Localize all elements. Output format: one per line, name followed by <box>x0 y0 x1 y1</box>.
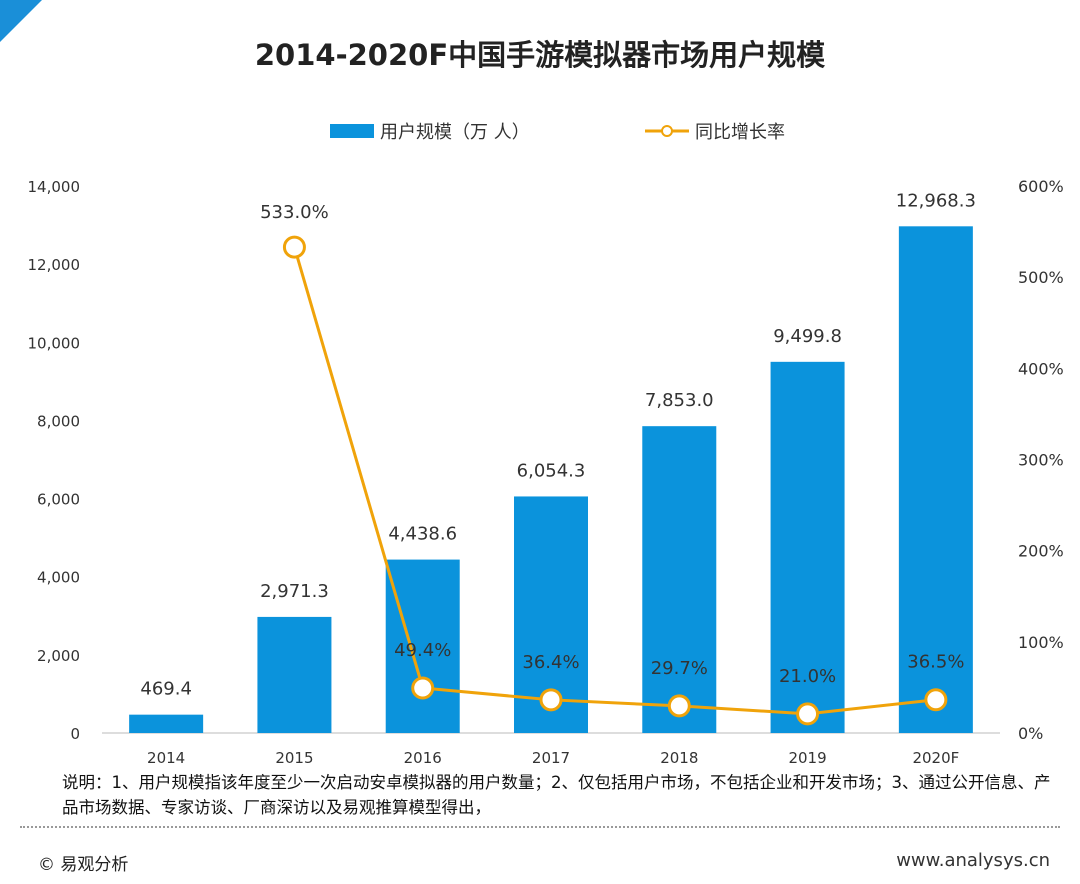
legend-swatch-bar <box>330 124 374 138</box>
y-right-tick: 600% <box>1018 177 1064 196</box>
line-label: 533.0% <box>260 202 329 223</box>
bar <box>385 559 460 733</box>
line-label: 36.4% <box>522 652 579 673</box>
legend-swatch-line <box>645 125 689 137</box>
y-left-tick: 14,000 <box>28 178 81 196</box>
bar-label: 9,499.8 <box>773 326 842 347</box>
y-left-tick: 6,000 <box>37 491 80 509</box>
x-tick: 2014 <box>147 749 185 767</box>
footnote: 说明：1、用户规模指该年度至少一次启动安卓模拟器的用户数量；2、仅包括用户市场，… <box>62 773 1051 817</box>
legend-label-line: 同比增长率 <box>695 122 785 143</box>
y-right-tick: 500% <box>1018 268 1064 287</box>
line-point <box>924 688 948 712</box>
copyright: © 易观分析 <box>38 855 129 875</box>
y-left-tick: 0 <box>70 725 80 743</box>
bar <box>642 426 717 733</box>
line-label: 21.0% <box>779 666 836 687</box>
y-right-tick: 200% <box>1018 542 1064 561</box>
bar-label: 2,971.3 <box>260 581 329 602</box>
y-right-tick: 0% <box>1018 724 1043 743</box>
legend-item-line: 同比增长率 <box>645 118 785 144</box>
website: www.analysys.cn <box>896 850 1050 871</box>
y-right-tick: 400% <box>1018 359 1064 378</box>
bar-label: 469.4 <box>140 679 192 700</box>
corner-decoration <box>0 0 42 42</box>
y-left-tick: 4,000 <box>37 569 80 587</box>
x-tick: 2019 <box>788 749 826 767</box>
bar <box>770 361 845 733</box>
bar <box>129 714 204 733</box>
x-tick: 2017 <box>532 749 570 767</box>
legend-item-bar: 用户规模（万 人） <box>330 118 530 144</box>
x-tick: 2015 <box>275 749 313 767</box>
line-point <box>282 235 306 259</box>
bar-label: 12,968.3 <box>896 190 976 211</box>
legend-label-bar: 用户规模（万 人） <box>380 122 530 143</box>
x-tick: 2016 <box>404 749 442 767</box>
chart-title: 2014-2020F中国手游模拟器市场用户规模 <box>254 38 826 72</box>
y-right-tick: 100% <box>1018 633 1064 652</box>
line-point <box>411 676 435 700</box>
x-tick: 2018 <box>660 749 698 767</box>
bar-label: 4,438.6 <box>388 524 457 545</box>
divider <box>20 826 1060 828</box>
bar-label: 6,054.3 <box>517 460 586 481</box>
line-label: 29.7% <box>651 658 708 679</box>
line-point <box>667 694 691 718</box>
x-tick: 2020F <box>912 749 959 767</box>
bar-label: 7,853.0 <box>645 390 714 411</box>
bar <box>257 616 332 733</box>
y-left-tick: 12,000 <box>28 256 81 274</box>
y-left-tick: 8,000 <box>37 412 80 430</box>
line-point <box>539 688 563 712</box>
bar <box>898 226 973 733</box>
growth-line <box>292 246 937 716</box>
line-label: 36.5% <box>907 652 964 673</box>
y-left-tick: 2,000 <box>37 647 80 665</box>
y-left-tick: 10,000 <box>28 334 81 352</box>
line-label: 49.4% <box>394 640 451 661</box>
line-point <box>796 702 820 726</box>
y-right-tick: 300% <box>1018 451 1064 470</box>
